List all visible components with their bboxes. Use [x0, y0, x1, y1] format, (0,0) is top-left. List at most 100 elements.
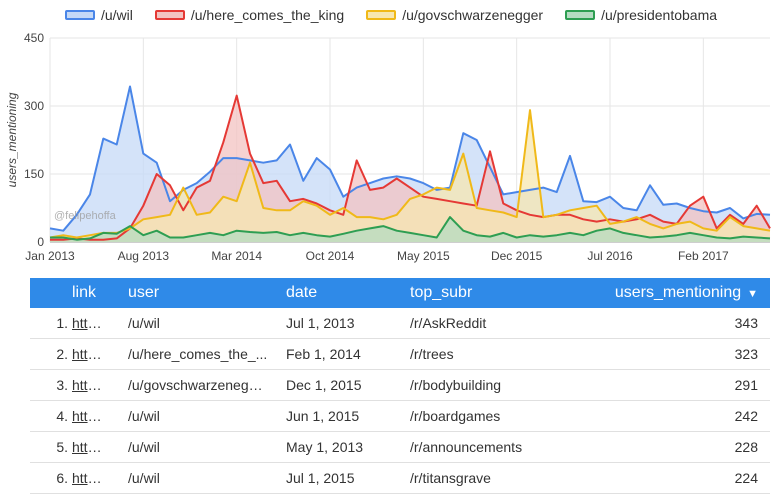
- y-tick-label: 300: [24, 99, 44, 113]
- watermark: @felipehoffa: [54, 210, 117, 222]
- y-tick-label: 0: [37, 235, 44, 249]
- row-index-text: 6.: [56, 470, 68, 486]
- legend-item[interactable]: /u/wil: [64, 7, 133, 23]
- legend-swatch: [154, 10, 185, 20]
- legend-label: /u/wil: [100, 7, 133, 23]
- subreddit-cell: /r/AskReddit: [410, 308, 592, 339]
- user-cell: /u/wil: [128, 308, 286, 339]
- chart-axes: 0 150 300 450 Jan 2013 Aug 2013 Mar 2014 Oct 20…: [5, 31, 729, 263]
- series-line-0: [49, 85, 771, 232]
- users-mentioning-cell-text: 242: [734, 408, 758, 424]
- date-cell: Feb 1, 2014: [286, 338, 410, 370]
- users-mentioning-cell-text: 228: [734, 439, 758, 455]
- x-tick-label: Jan 2013: [25, 249, 75, 263]
- row-index-text: 1.: [56, 315, 68, 331]
- row-index-text: 4.: [56, 408, 68, 424]
- legend-label: /u/here_comes_the_king: [190, 7, 345, 23]
- table-header-row: link user date top_subr users_mentioning…: [30, 278, 770, 308]
- row-index: 2.: [30, 338, 72, 370]
- series-line-3: [50, 216, 771, 241]
- x-tick-label: Dec 2015: [491, 249, 543, 263]
- x-tick-label: Aug 2013: [118, 249, 170, 263]
- user-cell: /u/wil: [128, 431, 286, 463]
- table-row[interactable]: 5. http... /u/wil May 1, 2013/r/announcemen…: [30, 431, 770, 463]
- user-cell: /u/govschwarzenegg...: [128, 369, 286, 401]
- row-index-text: 3.: [56, 377, 68, 393]
- table-row[interactable]: 3. http... /u/govschwarzenegg... Dec 1, 201…: [30, 369, 770, 401]
- legend-item[interactable]: /u/here_comes_the_king: [154, 7, 345, 23]
- legend-item[interactable]: /u/presidentobama: [565, 7, 717, 23]
- link-cell[interactable]: http...: [72, 462, 128, 494]
- row-index: 5.: [30, 431, 72, 463]
- row-index: 3.: [30, 369, 72, 401]
- x-tick-label: Feb 2017: [678, 249, 729, 263]
- row-index-text: 5.: [56, 439, 68, 455]
- chart-legend: /u/wil/u/here_comes_the_king/u/govschwar…: [0, 4, 782, 26]
- header-date-label: date: [286, 284, 318, 301]
- header-user-label: user: [128, 284, 160, 301]
- link-cell[interactable]: http...: [72, 369, 128, 401]
- legend-item[interactable]: /u/govschwarzenegger: [366, 7, 543, 23]
- header-users-mentioning-label: users_mentioning: [614, 284, 742, 301]
- user-cell: /u/wil: [128, 400, 286, 432]
- users-mentioning-cell-text: 291: [734, 377, 758, 393]
- data-table: link user date top_subr users_mentioning…: [30, 278, 770, 494]
- users-mentioning-cell: 228: [592, 431, 770, 463]
- header-link-label: link: [72, 284, 97, 301]
- header-users-mentioning[interactable]: users_mentioning ▼: [592, 278, 770, 308]
- link-cell-text[interactable]: http...: [72, 346, 106, 362]
- subreddit-cell-text: /r/announcements: [410, 439, 523, 455]
- users-mentioning-cell-text: 323: [734, 346, 758, 362]
- users-mentioning-cell: 323: [592, 338, 770, 370]
- header-date[interactable]: date: [286, 278, 410, 308]
- table-row[interactable]: 1. http... /u/wil Jul 1, 2013/r/AskReddit 34…: [30, 308, 770, 339]
- date-cell: Jul 1, 2013: [286, 308, 410, 339]
- date-cell-text: Feb 1, 2014: [286, 346, 361, 362]
- subreddit-cell: /r/bodybuilding: [410, 369, 592, 401]
- link-cell-text[interactable]: http...: [72, 377, 106, 393]
- date-cell: Jul 1, 2015: [286, 462, 410, 494]
- link-cell-text[interactable]: http...: [72, 315, 106, 331]
- users-mentioning-cell-text: 343: [734, 315, 758, 331]
- header-link[interactable]: link: [72, 278, 128, 308]
- date-cell-text: May 1, 2013: [286, 439, 364, 455]
- link-cell[interactable]: http...: [72, 400, 128, 432]
- link-cell[interactable]: http...: [72, 338, 128, 370]
- sort-desc-icon[interactable]: ▼: [747, 288, 758, 300]
- user-cell-text: /u/here_comes_the_...: [128, 346, 268, 362]
- subreddit-cell-text: /r/trees: [410, 346, 454, 362]
- table-row[interactable]: 4. http... /u/wil Jun 1, 2015/r/boardgames 2…: [30, 400, 770, 432]
- table-row[interactable]: 2. http... /u/here_comes_the_... Feb 1, 201…: [30, 338, 770, 370]
- date-cell: Jun 1, 2015: [286, 400, 410, 432]
- series-line-2: [49, 109, 771, 239]
- link-cell[interactable]: http...: [72, 308, 128, 339]
- table-row[interactable]: 6. http... /u/wil Jul 1, 2015/r/titansgrave…: [30, 462, 770, 494]
- row-index: 1.: [30, 308, 72, 339]
- chart-series-areas: [50, 86, 770, 242]
- subreddit-cell: /r/titansgrave: [410, 462, 592, 494]
- link-cell-text[interactable]: http...: [72, 408, 106, 424]
- link-cell-text[interactable]: http...: [72, 439, 106, 455]
- user-cell-text: /u/wil: [128, 439, 160, 455]
- x-tick-label: Oct 2014: [306, 249, 355, 263]
- legend-swatch: [565, 10, 596, 20]
- subreddit-cell-text: /r/titansgrave: [410, 470, 491, 486]
- users-mentioning-cell-text: 224: [734, 470, 758, 486]
- x-tick-label: Mar 2014: [211, 249, 262, 263]
- subreddit-cell: /r/boardgames: [410, 400, 592, 432]
- users-mentioning-cell: 242: [592, 400, 770, 432]
- row-index-text: 2.: [56, 346, 68, 362]
- user-cell-text: /u/wil: [128, 315, 160, 331]
- header-user[interactable]: user: [128, 278, 286, 308]
- users-mentioning-cell: 343: [592, 308, 770, 339]
- link-cell[interactable]: http...: [72, 431, 128, 463]
- row-index: 6.: [30, 462, 72, 494]
- header-top-subr[interactable]: top_subr: [410, 278, 592, 308]
- header-index: [30, 278, 72, 308]
- subreddit-cell: /r/trees: [410, 338, 592, 370]
- date-cell-text: Jun 1, 2015: [286, 408, 360, 424]
- series-line-1: [50, 94, 771, 241]
- user-cell-text: /u/govschwarzenegg...: [128, 377, 268, 393]
- header-top-subr-label: top_subr: [410, 284, 473, 301]
- link-cell-text[interactable]: http...: [72, 470, 106, 486]
